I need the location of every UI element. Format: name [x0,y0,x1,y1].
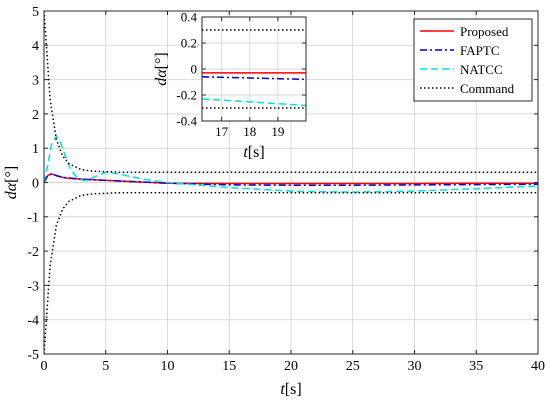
main-y-tick-label: 1 [32,142,39,157]
main-x-tick-label: 5 [102,359,109,374]
legend: Proposed FAPTC NATCC Command [413,18,533,102]
main-y-tick-label: 4 [32,39,39,54]
inset-y-tick-label: 0 [191,62,198,77]
main-series-line-natcc [44,135,538,193]
main-y-tick-label: 2 [32,108,39,123]
main-series-line-command [44,11,538,173]
main-y-tick-label: -2 [27,245,39,260]
legend-label-command: Command [460,81,515,96]
inset-series-line-natcc [202,98,306,107]
main-y-tick-label: 5 [32,5,39,20]
main-x-tick-label: 10 [161,359,175,374]
main-series-line-command-lower [44,192,538,354]
inset-y-tick-label: -0.4 [176,114,197,129]
main-y-tick-label: -5 [27,348,39,363]
legend-box [413,18,533,102]
legend-label-natcc: NATCC [460,62,503,77]
inset-x-tick-label: 19 [271,124,284,139]
inset-y-tick-label: 0.4 [181,10,198,25]
inset-x-axis-label: t[s] [243,144,264,161]
main-x-tick-label: 35 [469,359,483,374]
main-y-tick-label: -3 [27,279,39,294]
inset-y-axis-label: dα[°] [153,52,170,85]
main-x-tick-label: 20 [284,359,298,374]
main-x-tick-label: 25 [346,359,360,374]
inset-series-group [202,29,306,109]
main-y-tick-label: -4 [27,314,39,329]
main-series-line-faptc [44,173,538,186]
inset-x-tick-label: 18 [243,124,256,139]
legend-label-proposed: Proposed [460,24,509,39]
main-x-tick-label: 15 [222,359,236,374]
inset-plot: 17 18 19 -0.4 -0.2 0 0.2 0.4 t[s] dα[°] [153,10,307,161]
main-x-tick-label: 30 [408,359,422,374]
main-y-tick-label: 3 [32,74,39,89]
inset-series-line-faptc [202,76,306,81]
main-x-axis-label: t[s] [280,381,301,398]
inset-x-tick-label: 17 [215,124,229,139]
inset-y-tick-label: -0.2 [176,88,197,103]
main-y-tick-label: 0 [32,176,39,191]
main-x-tick-label: 0 [41,359,48,374]
main-x-tick-label: 40 [531,359,545,374]
legend-label-faptc: FAPTC [460,43,500,58]
main-series-group [44,11,538,354]
inset-y-tick-label: 0.2 [181,36,197,51]
main-y-tick-label: -1 [27,211,39,226]
main-y-axis-label: dα[°] [3,166,20,199]
